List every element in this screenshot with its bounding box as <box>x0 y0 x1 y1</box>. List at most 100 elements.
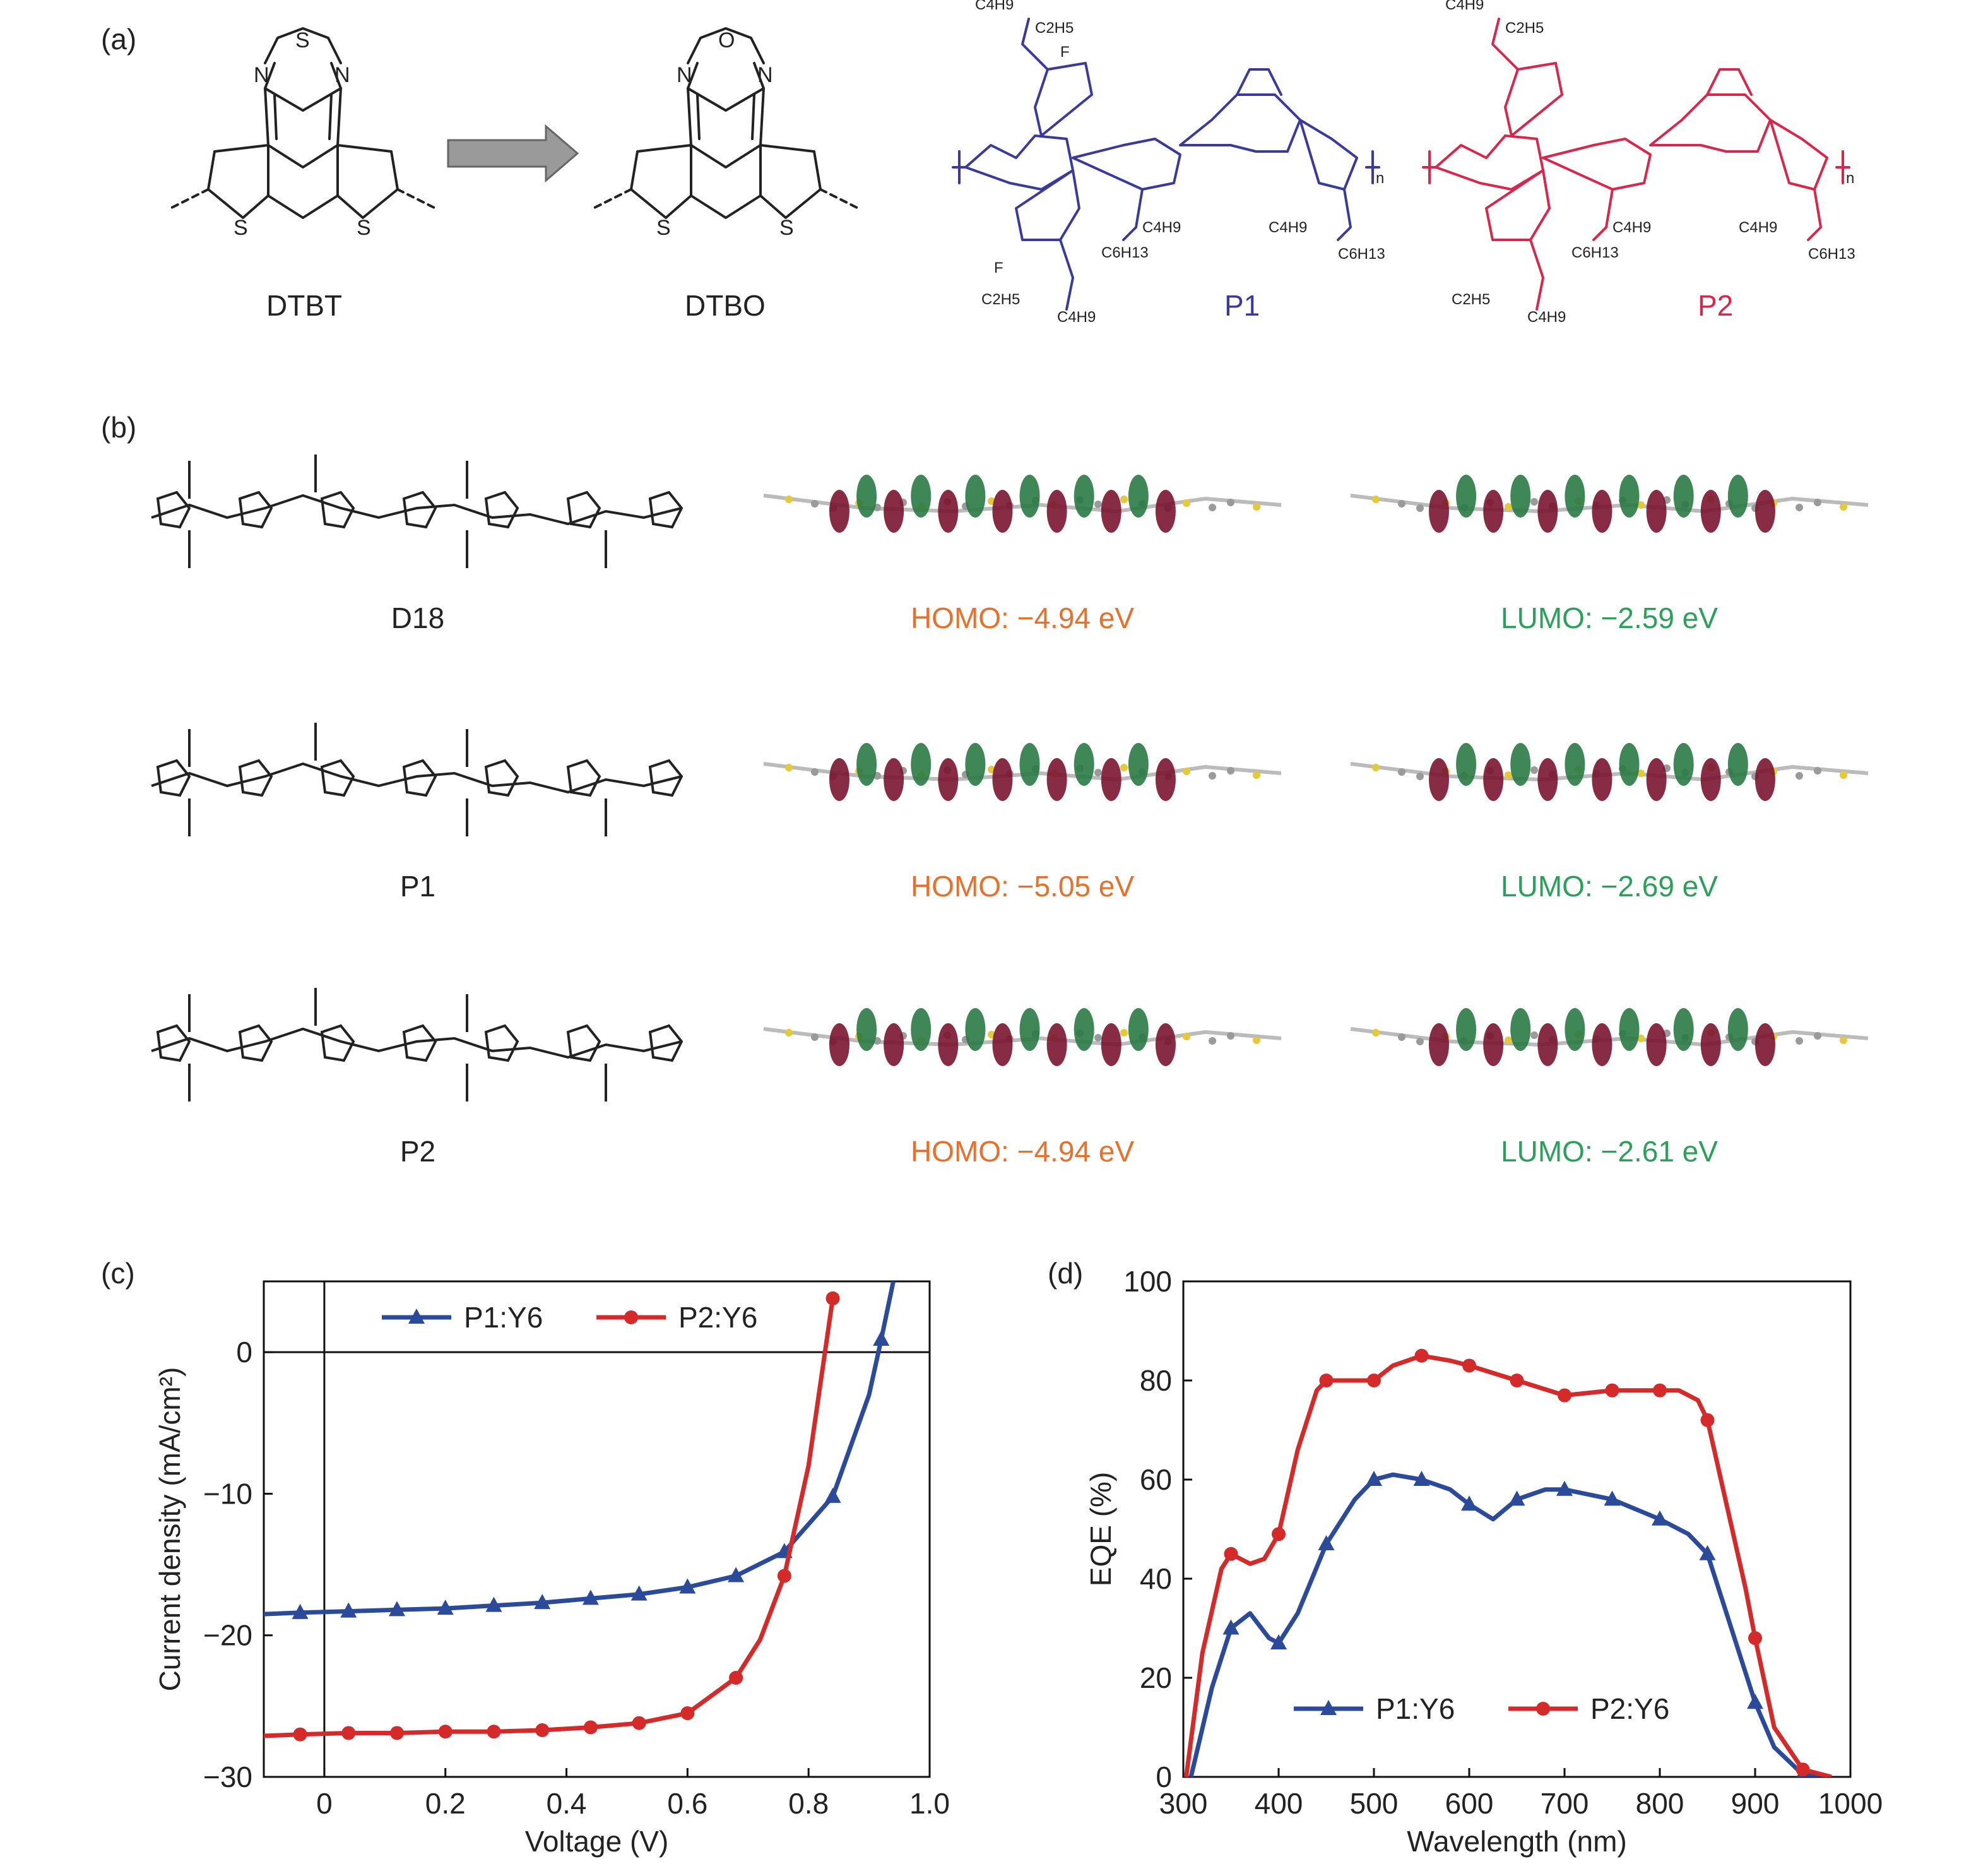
atom-sphere <box>1227 1032 1234 1040</box>
atom-sphere <box>1253 1036 1260 1044</box>
x-tick-label: 0.4 <box>547 1787 587 1820</box>
data-point <box>777 1569 791 1583</box>
orbital-lobe <box>1510 743 1531 786</box>
orbital-lobe <box>1046 490 1067 533</box>
orbital-lobe <box>1483 490 1504 533</box>
orbital-lobe <box>911 1008 932 1051</box>
atom-sphere <box>1183 1033 1190 1040</box>
molecule-ring <box>238 759 273 797</box>
panel-a-label: (a) <box>101 23 136 56</box>
data-point <box>1319 1374 1334 1387</box>
legend: P1:Y6 P2:Y6 <box>382 1301 757 1334</box>
orbital-lobe <box>1101 758 1121 801</box>
legend-label: P2:Y6 <box>678 1301 757 1334</box>
orbital-lobe <box>938 490 959 533</box>
atom-n-left: N <box>677 63 692 87</box>
data-point <box>485 1596 502 1612</box>
molecule-name: P2 <box>400 1135 435 1168</box>
orbital-lobe <box>1155 758 1176 801</box>
y-axis-title: EQE (%) <box>1084 1472 1117 1586</box>
plot-frame <box>1182 1280 1852 1778</box>
orbital-lobe <box>1592 1023 1612 1066</box>
lumo-orbital-render: LUMO: −2.59 eV <box>1350 475 1869 634</box>
homo-energy-label: HOMO: −5.05 eV <box>911 870 1134 903</box>
x-axis-title: Voltage (V) <box>525 1825 669 1858</box>
orbital-lobe <box>965 475 986 518</box>
panel-b-row: P1 HOMO: −5.05 eV LUMO: −2.69 eV <box>151 723 1869 903</box>
x-tick-label: 0.6 <box>667 1787 707 1820</box>
molecule-ring <box>238 1024 273 1062</box>
x-tick-label: 600 <box>1445 1787 1494 1820</box>
orbital-lobe <box>1619 475 1640 518</box>
atom-bridge-dtbt: S <box>295 28 310 52</box>
p2-sub-3: C4H9 <box>1612 219 1651 236</box>
molecule-ring <box>648 490 683 529</box>
atom-sphere <box>1505 771 1512 779</box>
p1-sub-2: C2H5 <box>1035 20 1074 37</box>
y-axis-title: Current density (mA/cm²) <box>153 1367 186 1692</box>
atom-sphere <box>1840 771 1847 779</box>
molecule-side-chain <box>188 988 607 1101</box>
orbital-lobe <box>1592 490 1612 533</box>
orbital-lobe <box>1673 475 1694 518</box>
p1-sub-1: C4H9 <box>975 0 1014 13</box>
orbital-lobe <box>938 1023 959 1066</box>
panel-b-row: D18 HOMO: −4.94 eV LUMO: −2.59 eV <box>151 454 1869 634</box>
p1-sub-7: C6H13 <box>1338 246 1385 263</box>
orbital-lobe <box>1101 1023 1121 1066</box>
atom-sphere <box>811 500 819 508</box>
data-point <box>1366 1471 1382 1486</box>
orbital-lobe <box>856 475 877 518</box>
series-P1:Y6 <box>264 1281 896 1619</box>
data-point <box>292 1603 309 1619</box>
p1-sub-3: F <box>1060 44 1070 61</box>
data-point <box>390 1726 404 1740</box>
orbital-lobe <box>1537 1023 1558 1066</box>
orbital-lobe <box>1700 1023 1721 1066</box>
molecule-ring <box>648 1024 683 1062</box>
orbital-lobe <box>1483 758 1504 801</box>
orbital-lobe <box>1565 743 1585 786</box>
x-tick-label: 500 <box>1350 1787 1399 1820</box>
atom-sphere <box>1840 1036 1847 1044</box>
y-tick-label: 0 <box>1156 1760 1172 1793</box>
x-tick-label: 1000 <box>1818 1787 1883 1820</box>
p2-sub-1: C4H9 <box>1445 0 1484 13</box>
atom-sphere <box>1530 1031 1538 1039</box>
orbital-lobe <box>911 475 932 518</box>
orbital-lobe <box>1456 475 1477 518</box>
orbital-lobe <box>1128 475 1149 518</box>
series-P1:Y6 <box>1188 1471 1832 1777</box>
atom-sphere <box>1505 1036 1512 1044</box>
p1-sub-4: C4H9 <box>1142 219 1181 236</box>
molecule-ring <box>402 1024 437 1062</box>
orbital-lobe <box>1700 758 1721 801</box>
data-point <box>1652 1510 1668 1526</box>
data-point <box>534 1594 551 1610</box>
atom-sphere <box>1637 501 1645 509</box>
series-line <box>264 1298 835 1738</box>
data-point <box>630 1585 648 1601</box>
panel-d: (d) 300 400 500 600 700 800 900 1000 0 20 40 60 80 10… <box>1048 1257 1883 1858</box>
data-point <box>1748 1631 1762 1646</box>
data-point <box>1653 1383 1667 1398</box>
data-point <box>583 1720 598 1735</box>
molecule-side-chain <box>188 454 607 568</box>
y-tick-label: −30 <box>203 1760 252 1793</box>
orbital-lobe <box>1727 1008 1748 1051</box>
data-point <box>438 1724 453 1739</box>
orbital-lobe <box>1074 475 1094 518</box>
data-point <box>1318 1535 1335 1551</box>
homo-orbital-render: HOMO: −4.94 eV <box>763 1008 1282 1168</box>
legend-label: P1:Y6 <box>1376 1692 1455 1725</box>
p2-sub-2: C2H5 <box>1505 20 1544 37</box>
orbital-lobe <box>1128 743 1149 786</box>
y-tick-label: 80 <box>1140 1364 1172 1397</box>
data-point <box>729 1671 743 1685</box>
atom-sphere <box>1530 766 1538 774</box>
data-point <box>1272 1527 1286 1541</box>
x-tick-label: 800 <box>1636 1787 1684 1820</box>
data-point <box>825 1291 840 1305</box>
orbital-lobe <box>829 1023 849 1066</box>
